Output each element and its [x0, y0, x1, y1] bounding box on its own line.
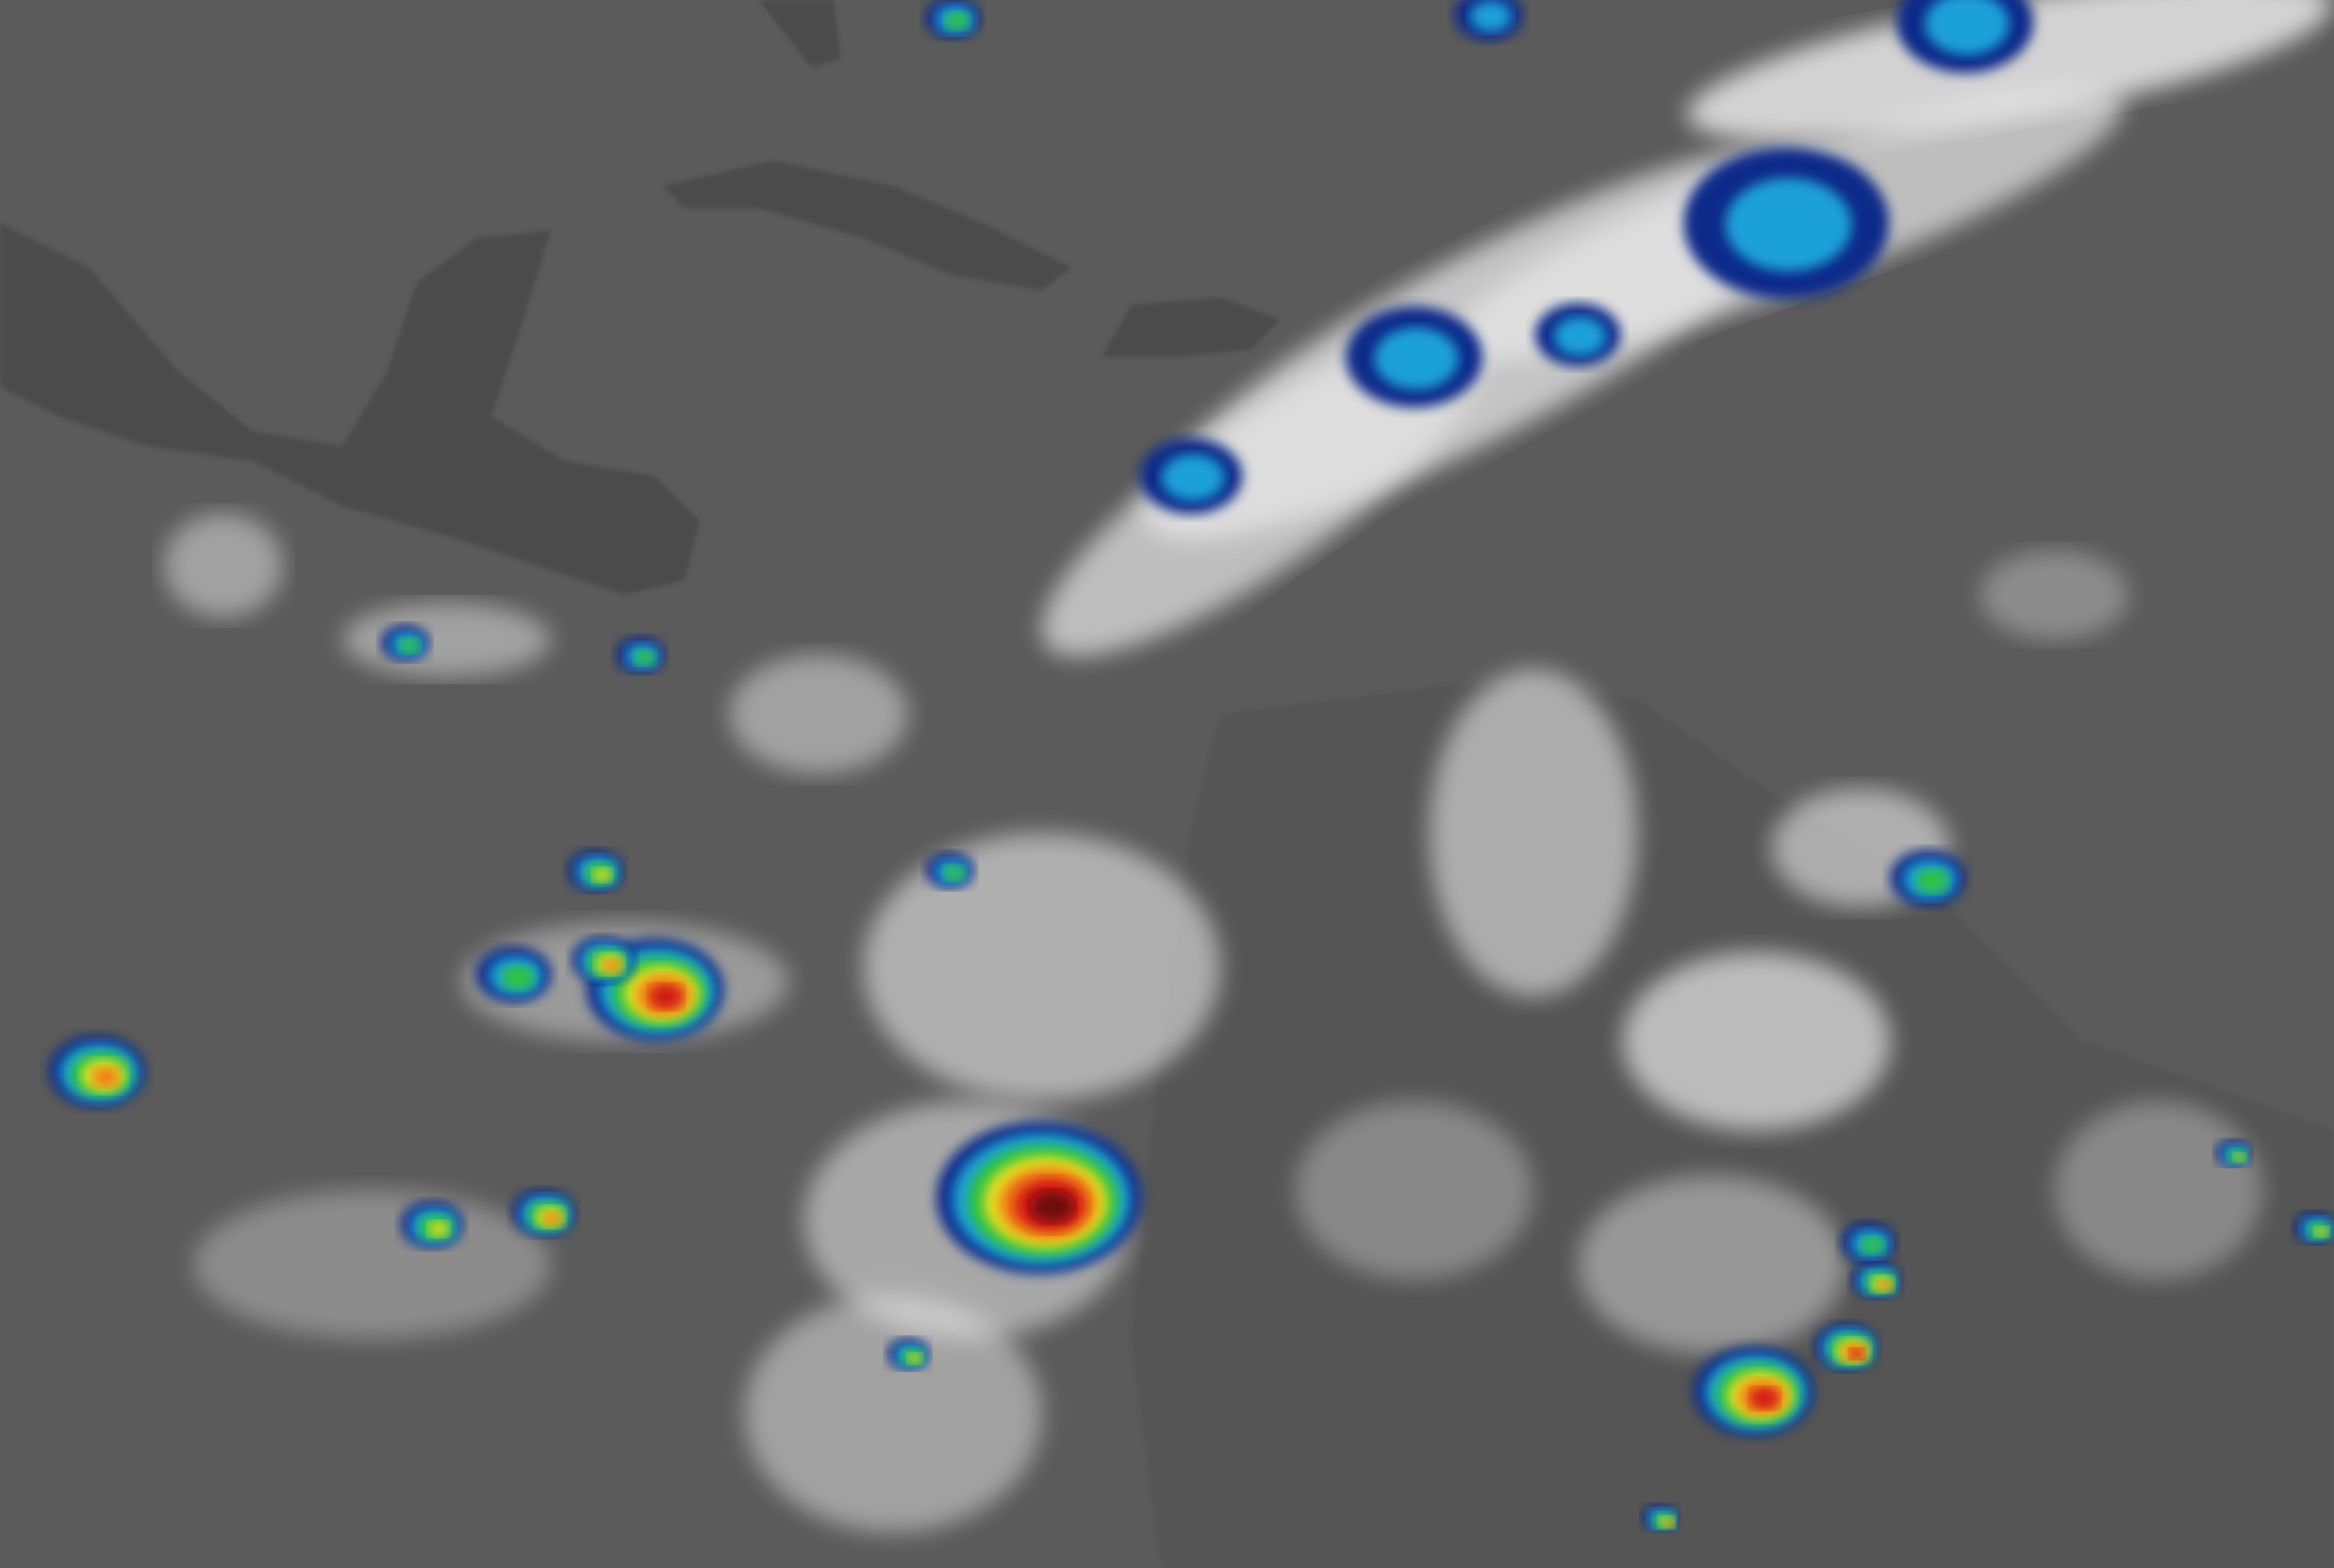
cloud-patch	[342, 602, 552, 677]
hispaniola-landmass	[1101, 297, 1281, 357]
cold-cloud-contour	[1725, 177, 1852, 272]
cold-cloud-contour	[1849, 1347, 1865, 1360]
cloud-patch	[163, 513, 283, 618]
cuba-landmass	[662, 160, 1072, 290]
cold-cloud-contour	[91, 1066, 120, 1088]
cold-cloud-contour	[1469, 0, 1513, 32]
cloud-patch	[1979, 550, 2129, 640]
cold-cloud-contour	[649, 984, 683, 1010]
cloud-patch	[729, 654, 908, 774]
cold-cloud-contour	[2314, 1226, 2329, 1238]
cloud-patch	[1578, 1175, 1846, 1354]
cloud-patch	[2054, 1100, 2263, 1279]
cloud-patch	[1622, 951, 1891, 1131]
cloud-patch	[744, 1294, 1042, 1533]
cold-cloud-contour	[1374, 327, 1459, 390]
cold-cloud-contour	[1664, 1519, 1674, 1527]
cold-cloud-contour	[1915, 867, 1949, 894]
cold-cloud-contour	[501, 965, 536, 990]
florida-landmass	[759, 0, 841, 68]
cold-cloud-contour	[398, 637, 421, 654]
cold-cloud-tops	[48, 0, 2334, 1530]
cold-cloud-contour	[1749, 1387, 1779, 1410]
cloud-patch	[1041, 325, 1489, 656]
cold-cloud-contour	[427, 1220, 450, 1237]
cold-cloud-contour	[1031, 1190, 1074, 1223]
cold-cloud-contour	[943, 865, 966, 882]
cold-cloud-contour	[945, 11, 969, 30]
cold-cloud-contour	[907, 1352, 922, 1364]
cold-cloud-contour	[1925, 0, 2010, 56]
cold-cloud-contour	[1878, 1279, 1892, 1291]
cold-cloud-contour	[1553, 316, 1607, 356]
central-america-landmass	[0, 223, 700, 596]
cold-cloud-contour	[592, 867, 612, 883]
cold-cloud-contour	[603, 959, 621, 972]
cloud-patch	[193, 1190, 552, 1340]
cold-cloud-contour	[2233, 1152, 2246, 1163]
cold-cloud-contour	[1161, 454, 1225, 502]
cold-cloud-contour	[1860, 1236, 1885, 1255]
cold-cloud-contour	[634, 650, 655, 666]
cloud-patch	[863, 833, 1221, 1101]
cloud-patch	[1295, 1100, 1533, 1279]
cold-cloud-contour	[543, 1212, 561, 1226]
cloud-patch	[1429, 669, 1638, 998]
